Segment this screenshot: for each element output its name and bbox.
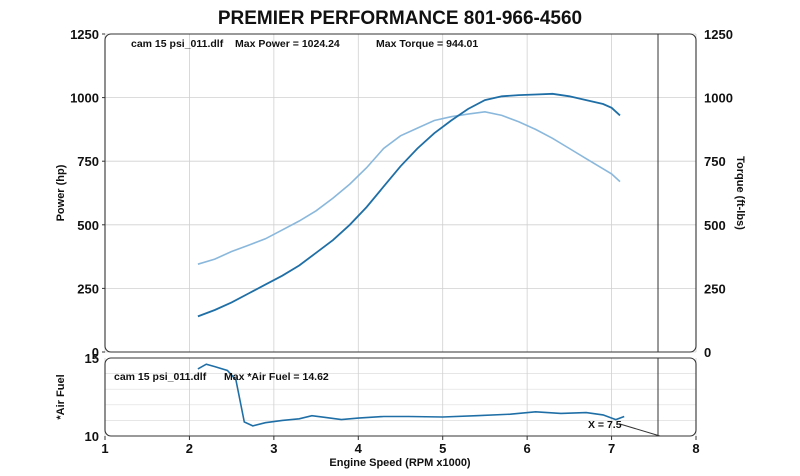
power-tick-label: 1250 (70, 27, 99, 42)
top-gridlines (104, 33, 697, 353)
rpm-tick-label: 1 (101, 441, 108, 456)
torque-tick-label: 750 (704, 154, 726, 169)
air-fuel-axis-ticks: 10 15 (85, 351, 99, 444)
cursor-readout: X = 7.5 (588, 419, 622, 431)
bottom-plot-frame (104, 357, 697, 437)
bottom-gridlines (104, 358, 697, 436)
power-torque-panel: 0 250 500 750 1000 1250 0 250 500 750 1000 1250 ca… (55, 27, 746, 360)
torque-tick-label: 1250 (704, 27, 733, 42)
power-series-line (197, 92, 621, 318)
air-fuel-series-line (197, 363, 625, 427)
torque-tick-label: 0 (704, 345, 711, 360)
air-fuel-axis-label: *Air Fuel (55, 374, 67, 419)
top-plot-frame (104, 33, 697, 353)
torque-axis-ticks: 0 250 500 750 1000 1250 (704, 27, 733, 360)
max-torque-annotation: Max Torque = 944.01 (376, 38, 478, 50)
rpm-tick-label: 6 (524, 441, 531, 456)
power-tick-label: 750 (77, 154, 99, 169)
power-axis-ticks: 0 250 500 750 1000 1250 (70, 27, 105, 360)
cursor-pointer-line (619, 423, 661, 437)
power-tick-label: 0 (92, 345, 99, 360)
power-tick-label: 500 (77, 218, 99, 233)
torque-tick-label: 500 (704, 218, 726, 233)
rpm-tick-label: 4 (355, 441, 363, 456)
power-tick-label: 250 (77, 281, 99, 296)
rpm-tick-label: 7 (608, 441, 615, 456)
air-fuel-tick-label: 15 (85, 351, 99, 366)
air-fuel-panel: 10 15 1 2 3 4 5 6 7 8 cam 15 psi_011.dlf Max *Ai… (55, 351, 700, 469)
rpm-tick-label: 3 (270, 441, 277, 456)
power-axis-label: Power (hp) (55, 164, 67, 221)
torque-tick-label: 1000 (704, 91, 733, 106)
max-power-annotation: Max Power = 1024.24 (235, 38, 340, 50)
air-fuel-tick-label: 10 (85, 429, 99, 444)
rpm-tick-label: 8 (692, 441, 699, 456)
torque-series-line (197, 110, 621, 265)
power-tick-label: 1000 (70, 91, 99, 106)
top-run-label: cam 15 psi_011.dlf (131, 38, 224, 50)
max-air-fuel-annotation: Max *Air Fuel = 14.62 (224, 371, 329, 383)
torque-tick-label: 250 (704, 281, 726, 296)
rpm-axis-ticks: 1 2 3 4 5 6 7 8 (101, 436, 700, 456)
rpm-axis-label: Engine Speed (RPM x1000) (329, 457, 471, 469)
rpm-tick-label: 2 (186, 441, 193, 456)
chart-title: PREMIER PERFORMANCE 801-966-4560 (218, 8, 582, 29)
torque-axis-label: Torque (ft-lbs) (734, 156, 746, 230)
rpm-tick-label: 5 (439, 441, 446, 456)
bottom-run-label: cam 15 psi_011.dlf (114, 371, 207, 383)
